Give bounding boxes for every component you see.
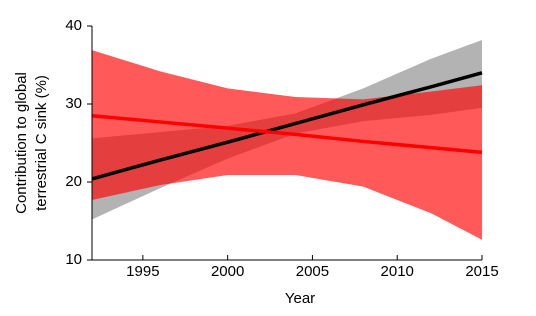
y-axis-label: terrestrial C sink (%): [33, 75, 50, 211]
x-tick-label: 2010: [381, 263, 414, 280]
y-axis-label: Contribution to global: [13, 72, 30, 214]
y-tick-label: 30: [65, 95, 82, 112]
x-axis-label: Year: [285, 290, 315, 307]
x-tick-label: 2005: [296, 263, 329, 280]
y-tick-label: 40: [65, 17, 82, 34]
trend-line: [91, 71, 483, 181]
y-tick-label: 20: [65, 173, 82, 190]
x-tick-label: 2015: [465, 263, 498, 280]
trend-line: [91, 113, 483, 155]
x-tick-label: 1995: [126, 263, 159, 280]
y-tick-label: 10: [65, 251, 82, 268]
x-tick-label: 2000: [211, 263, 244, 280]
